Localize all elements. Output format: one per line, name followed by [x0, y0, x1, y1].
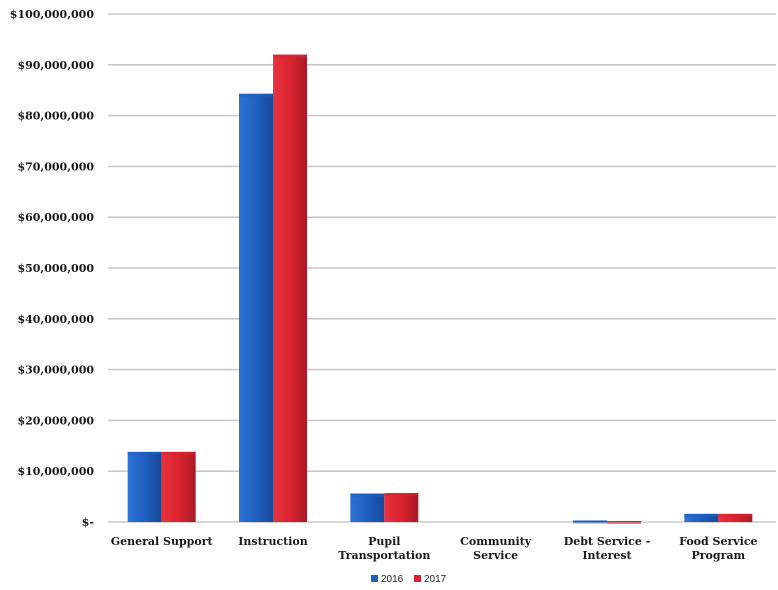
y-tick-label: $10,000,000 — [17, 465, 94, 478]
bars — [127, 54, 753, 524]
bar-top-2016 — [573, 520, 607, 524]
bar-top-2016 — [684, 513, 719, 517]
x-category-label: Community Service — [460, 535, 532, 562]
y-tick-label: $- — [82, 516, 94, 529]
x-category-label: Debt Service -Interest — [564, 535, 651, 562]
bar-2016 — [239, 93, 273, 523]
x-category-label: General Support — [111, 535, 214, 548]
bar-2017 — [384, 493, 419, 522]
y-tick-label: $80,000,000 — [17, 110, 94, 123]
bar-2016 — [127, 451, 162, 522]
gridlines — [108, 13, 776, 523]
y-axis-tick-labels: $- $10,000,000 $20,000,000 $30,000,000 $40,0… — [10, 8, 95, 529]
bar-top-2017 — [384, 493, 419, 497]
y-tick-label: $90,000,000 — [17, 59, 94, 72]
bar-2016 — [684, 513, 719, 522]
bar-top-2016 — [127, 451, 162, 455]
y-tick-label: $60,000,000 — [17, 211, 94, 224]
bar-2016 — [350, 493, 385, 522]
y-tick-label: $50,000,000 — [17, 262, 94, 275]
bar-top-2016 — [239, 93, 273, 97]
y-tick-label: $20,000,000 — [17, 414, 94, 427]
bar-2017 — [161, 451, 196, 522]
legend-label: 2017 — [424, 574, 447, 585]
x-axis-category-labels: General Support Instruction Pupil Transport… — [111, 535, 758, 562]
y-tick-label: $40,000,000 — [17, 313, 94, 326]
bar-top-2017 — [273, 54, 307, 58]
bar-2017 — [273, 54, 307, 522]
bar-top-2017 — [718, 513, 753, 517]
x-category-label: Food Service Program — [679, 535, 757, 562]
x-category-label: Instruction — [238, 535, 308, 548]
bar-top-2016 — [350, 493, 385, 497]
y-tick-label: $100,000,000 — [10, 8, 95, 21]
bar-top-2017 — [607, 520, 641, 524]
bar-top-2017 — [161, 451, 196, 455]
y-tick-label: $70,000,000 — [17, 160, 94, 173]
y-tick-label: $30,000,000 — [17, 364, 94, 377]
x-category-label: Pupil Transportation — [338, 535, 430, 562]
legend-swatch-2017 — [414, 575, 421, 582]
legend-label: 2016 — [381, 574, 404, 585]
legend-swatch-2016 — [371, 575, 378, 582]
bar-2017 — [718, 513, 753, 522]
legend: 2016 2017 — [371, 574, 447, 585]
